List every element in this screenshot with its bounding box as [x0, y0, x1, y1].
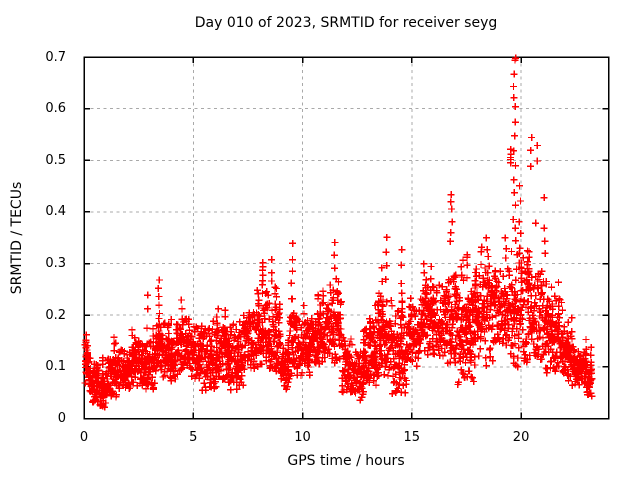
data-points [81, 54, 596, 411]
x-axis-label: GPS time / hours [287, 453, 405, 469]
chart-title: Day 010 of 2023, SRMTID for receiver sey… [194, 15, 498, 31]
x-tick-label-5: 5 [189, 430, 198, 445]
grid-lines [84, 57, 609, 419]
y-tick-label-0.4: 0.4 [45, 204, 66, 220]
y-tick-label-0.5: 0.5 [45, 152, 66, 168]
y-tick-label-0.6: 0.6 [45, 101, 66, 117]
y-tick-label-0: 0 [57, 411, 66, 426]
y-tick-label-0.3: 0.3 [45, 256, 66, 272]
x-tick-label-15: 15 [403, 430, 421, 445]
y-tick-label-0.7: 0.7 [45, 49, 66, 65]
y-tick-label-0.1: 0.1 [45, 359, 66, 375]
y-tick-label-0.2: 0.2 [45, 307, 66, 323]
x-tick-label-20: 20 [512, 430, 530, 445]
plot-border [83, 56, 610, 420]
x-tick-label-10: 10 [294, 430, 311, 445]
x-tick-label-0: 0 [79, 430, 89, 445]
